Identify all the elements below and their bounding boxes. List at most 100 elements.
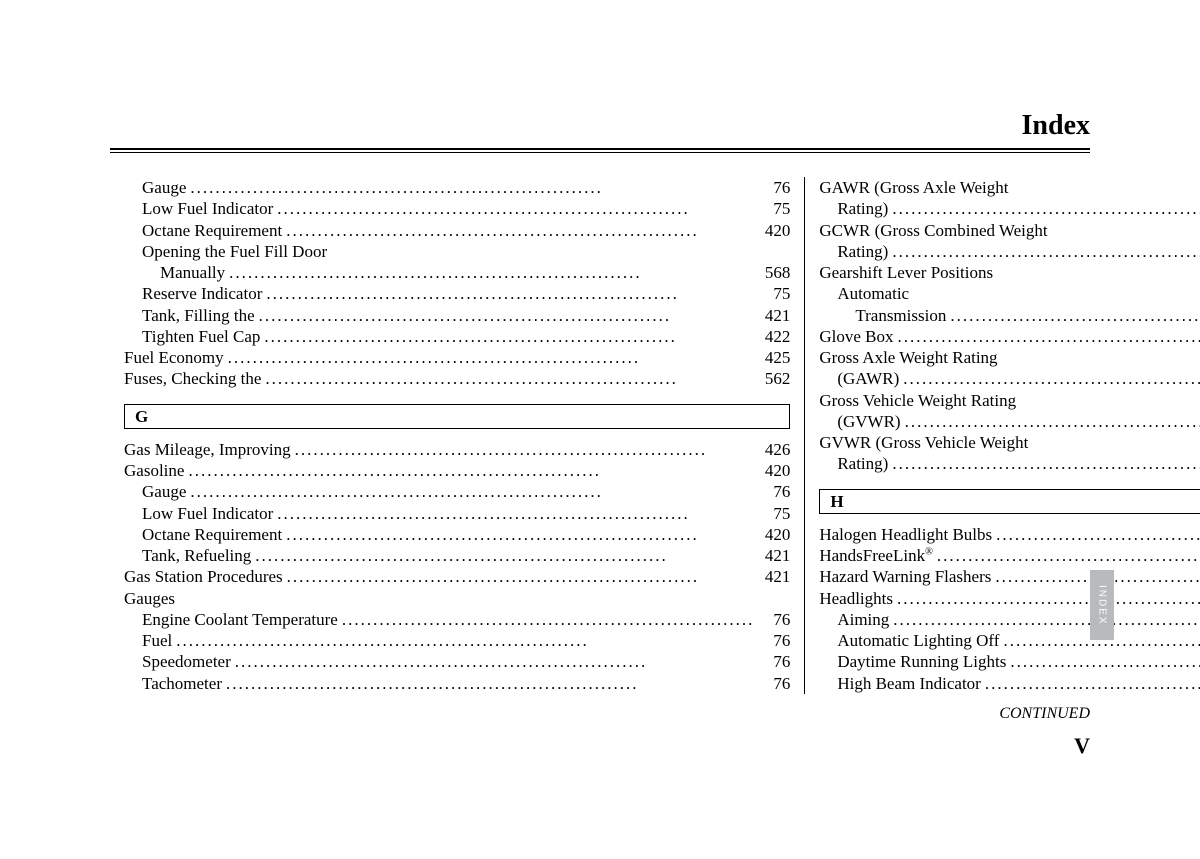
entry-label: Automatic [837, 283, 909, 304]
leader-dots [266, 283, 754, 304]
entry-label: Gauges [124, 588, 175, 609]
entry-page: 75 [758, 283, 790, 304]
index-entry: Gasoline420 [124, 460, 790, 481]
page-numeral: V [999, 733, 1090, 759]
entry-label: (GAWR) [837, 368, 899, 389]
index-entry: Gross Vehicle Weight Rating [819, 390, 1200, 411]
leader-dots [190, 177, 754, 198]
entry-page: 76 [758, 673, 790, 694]
leader-dots [226, 673, 754, 694]
entry-label: (GVWR) [837, 411, 900, 432]
entry-label: Headlights [819, 588, 893, 609]
entry-label: Transmission [855, 305, 946, 326]
leader-dots [342, 609, 755, 630]
entry-label: Gas Station Procedures [124, 566, 283, 587]
index-entry: HandsFreeLink®364 [819, 545, 1200, 566]
entry-page: 75 [758, 503, 790, 524]
entry-label: Tachometer [142, 673, 222, 694]
entry-label: Aiming [837, 609, 889, 630]
leader-dots [905, 411, 1200, 432]
entry-label: Fuses, Checking the [124, 368, 261, 389]
page-title: Index [110, 110, 1090, 142]
column-1: Gauge76Low Fuel Indicator75Octane Requir… [110, 177, 804, 694]
entry-label: Glove Box [819, 326, 893, 347]
column-2: GAWR (Gross Axle WeightRating)484GCWR (G… [804, 177, 1200, 694]
leader-dots [937, 545, 1200, 566]
leader-dots [235, 651, 755, 672]
letter-heading: G [124, 404, 790, 429]
entry-label: Gas Mileage, Improving [124, 439, 291, 460]
entry-label: Daytime Running Lights [837, 651, 1006, 672]
entry-page: 421 [758, 566, 790, 587]
leader-dots [286, 524, 754, 545]
entry-label: Tank, Refueling [142, 545, 251, 566]
entry-label: High Beam Indicator [837, 673, 981, 694]
index-entry: Tank, Filling the421 [124, 305, 790, 326]
index-entry: Headlights127 [819, 588, 1200, 609]
index-entry: (GVWR)483 [819, 411, 1200, 432]
page: Index Gauge76Low Fuel Indicator75Octane … [0, 0, 1200, 694]
entry-label: Halogen Headlight Bulbs [819, 524, 992, 545]
entry-page: 568 [758, 262, 790, 283]
leader-dots [259, 305, 755, 326]
entry-label: Hazard Warning Flashers [819, 566, 991, 587]
entry-label: Fuel Economy [124, 347, 224, 368]
entry-label: Reserve Indicator [142, 283, 262, 304]
entry-page: 422 [758, 326, 790, 347]
entry-page: 75 [758, 198, 790, 219]
index-entry: Automatic Lighting Off130 [819, 630, 1200, 651]
index-entry: Rating)484 [819, 453, 1200, 474]
index-entry: Manually568 [124, 262, 790, 283]
entry-label: Engine Coolant Temperature [142, 609, 338, 630]
index-entry: Glove Box173 [819, 326, 1200, 347]
letter-heading: H [819, 489, 1200, 514]
entry-label: Octane Requirement [142, 220, 282, 241]
entry-label: Gearshift Lever Positions [819, 262, 993, 283]
leader-dots [892, 453, 1200, 474]
entry-page: 425 [758, 347, 790, 368]
index-entry: Transmission439, 440 [819, 305, 1200, 326]
leader-dots [176, 630, 754, 651]
index-entry: GVWR (Gross Vehicle Weight [819, 432, 1200, 453]
index-entry: Gross Axle Weight Rating [819, 347, 1200, 368]
entry-page: 76 [758, 177, 790, 198]
index-entry: Opening the Fuel Fill Door [124, 241, 790, 262]
entry-label: Gauge [142, 481, 186, 502]
index-entry: Gas Mileage, Improving426 [124, 439, 790, 460]
index-entry: Gas Station Procedures 421 [124, 566, 790, 587]
entry-page: 76 [758, 630, 790, 651]
index-entry: Fuel76 [124, 630, 790, 651]
leader-dots [893, 609, 1200, 630]
entry-page: 420 [758, 524, 790, 545]
entry-label: HandsFreeLink® [819, 545, 933, 566]
continued-label: CONTINUED [999, 705, 1090, 723]
entry-page: 76 [758, 651, 790, 672]
index-entry: Halogen Headlight Bulbs523 [819, 524, 1200, 545]
entry-label: Low Fuel Indicator [142, 503, 273, 524]
index-entry: Daytime Running Lights129 [819, 651, 1200, 672]
leader-dots [996, 524, 1200, 545]
leader-dots [265, 368, 754, 389]
entry-label: Gasoline [124, 460, 184, 481]
entry-label: Gross Axle Weight Rating [819, 347, 997, 368]
entry-label: Rating) [837, 198, 888, 219]
index-entry: Octane Requirement 420 [124, 220, 790, 241]
leader-dots [277, 503, 754, 524]
index-entry: Tighten Fuel Cap 422 [124, 326, 790, 347]
leader-dots [903, 368, 1200, 389]
index-entry: Rating)484 [819, 241, 1200, 262]
index-entry: Tank, Refueling421 [124, 545, 790, 566]
entry-label: Rating) [837, 241, 888, 262]
index-entry: Reserve Indicator 75 [124, 283, 790, 304]
side-tab-index: INDEX [1090, 570, 1114, 640]
leader-dots [228, 347, 755, 368]
entry-label: Gross Vehicle Weight Rating [819, 390, 1016, 411]
index-entry: Low Fuel Indicator75 [124, 198, 790, 219]
entry-page: 420 [758, 220, 790, 241]
entry-page: 76 [758, 481, 790, 502]
entry-label: Tighten Fuel Cap [142, 326, 260, 347]
leader-dots [950, 305, 1200, 326]
leader-dots [897, 588, 1200, 609]
leader-dots [892, 241, 1200, 262]
entry-page: 76 [758, 609, 790, 630]
